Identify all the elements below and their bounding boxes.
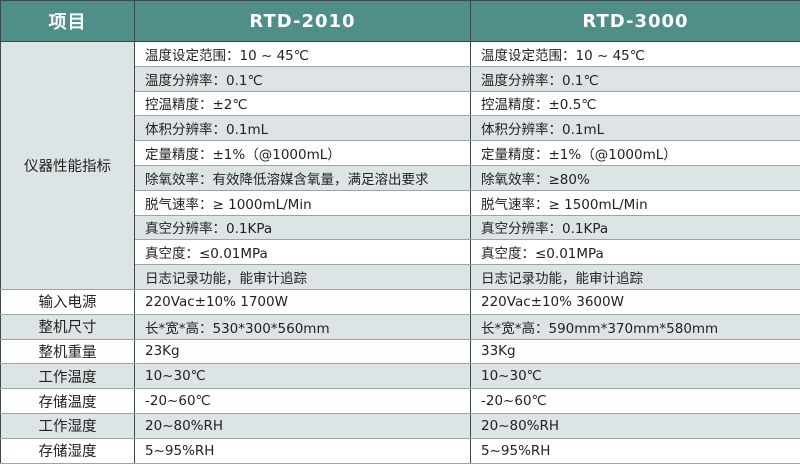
- row-label: 存储湿度: [1, 438, 135, 463]
- model-a-value: 10~30℃: [135, 364, 471, 389]
- model-a-value: 定量精度：±1%（@1000mL）: [135, 141, 471, 166]
- table-row: 存储温度-20~60℃-20~60℃: [1, 389, 800, 414]
- model-a-value: 温度分辨率：0.1℃: [135, 66, 471, 91]
- model-b-value: 真空分辨率：0.1KPa: [471, 215, 800, 240]
- model-a-value: 真空分辨率：0.1KPa: [135, 215, 471, 240]
- model-b-value: 温度分辨率：0.1℃: [471, 66, 800, 91]
- model-b-value: 脱气速率：≥ 1500mL/Min: [471, 190, 800, 215]
- header-item: 项目: [1, 1, 135, 42]
- group-label: 仪器性能指标: [1, 42, 135, 290]
- model-a-value: 220Vac±10% 1700W: [135, 289, 471, 314]
- model-b-value: 长*宽*高：590mm*370mm*580mm: [471, 314, 800, 339]
- model-b-value: 20~80%RH: [471, 413, 800, 438]
- model-b-value: 真空度：≤0.01MPa: [471, 240, 800, 265]
- header-model-a: RTD-2010: [135, 1, 471, 42]
- model-a-value: 23Kg: [135, 339, 471, 364]
- model-a-value: 体积分辨率：0.1mL: [135, 116, 471, 141]
- model-a-value: 脱气速率：≥ 1000mL/Min: [135, 190, 471, 215]
- model-b-value: 10~30℃: [471, 364, 800, 389]
- row-label: 工作湿度: [1, 413, 135, 438]
- model-a-value: 除氧效率：有效降低溶媒含氧量，满足溶出要求: [135, 165, 471, 190]
- model-b-value: 定量精度：±1%（@1000mL）: [471, 141, 800, 166]
- model-b-value: 除氧效率：≥80%: [471, 165, 800, 190]
- model-a-value: 20~80%RH: [135, 413, 471, 438]
- model-b-value: -20~60℃: [471, 389, 800, 414]
- model-a-value: 温度设定范围：10 ~ 45℃: [135, 42, 471, 67]
- row-label: 工作温度: [1, 364, 135, 389]
- model-b-value: 220Vac±10% 3600W: [471, 289, 800, 314]
- model-b-value: 体积分辨率：0.1mL: [471, 116, 800, 141]
- model-b-value: 5~95%RH: [471, 438, 800, 463]
- model-a-value: 真空度：≤0.01MPa: [135, 240, 471, 265]
- model-a-value: 日志记录功能，能审计追踪: [135, 265, 471, 290]
- model-a-value: -20~60℃: [135, 389, 471, 414]
- model-b-value: 温度设定范围：10 ~ 45℃: [471, 42, 800, 67]
- row-label: 整机重量: [1, 339, 135, 364]
- row-label: 整机尺寸: [1, 314, 135, 339]
- model-a-value: 控温精度：±2℃: [135, 91, 471, 116]
- row-label: 输入电源: [1, 289, 135, 314]
- model-b-value: 日志记录功能，能审计追踪: [471, 265, 800, 290]
- model-a-value: 长*宽*高：530*300*560mm: [135, 314, 471, 339]
- header-row: 项目 RTD-2010 RTD-3000: [1, 1, 800, 42]
- header-model-b: RTD-3000: [471, 1, 800, 42]
- model-b-value: 控温精度：±0.5℃: [471, 91, 800, 116]
- model-a-value: 5~95%RH: [135, 438, 471, 463]
- row-label: 存储温度: [1, 389, 135, 414]
- model-b-value: 33Kg: [471, 339, 800, 364]
